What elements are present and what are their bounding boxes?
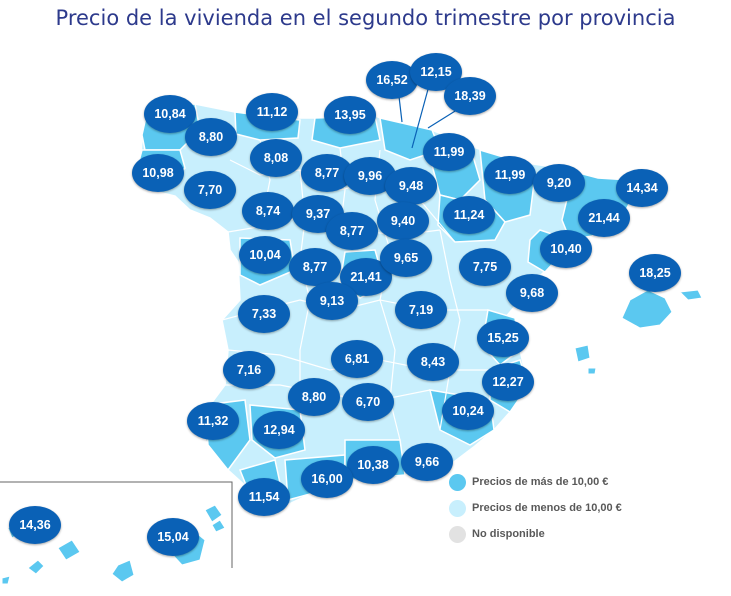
- island-mallorca: [621, 289, 673, 329]
- province-value-badge: 11,54: [238, 478, 290, 516]
- province-value-badge: 18,39: [444, 77, 496, 115]
- province-value-badge: 11,32: [187, 402, 239, 440]
- province-value-badge: 7,33: [238, 295, 290, 333]
- province-value-badge: 8,80: [185, 118, 237, 156]
- province-value-badge: 10,98: [132, 154, 184, 192]
- province-value-badge: 15,04: [147, 518, 199, 556]
- legend-label: Precios de más de 10,00 €: [472, 476, 609, 488]
- province-value-badge: 14,34: [616, 169, 668, 207]
- island-menorca: [678, 289, 703, 301]
- canary-inset-frame: [0, 481, 233, 568]
- province-value-badge: 9,66: [401, 443, 453, 481]
- province-value-badge: 8,77: [289, 248, 341, 286]
- province-value-badge: 15,25: [477, 319, 529, 357]
- island-formentera: [587, 367, 597, 375]
- province-value-badge: 6,81: [331, 340, 383, 378]
- province-value-badge: 11,12: [246, 93, 298, 131]
- province-value-badge: 12,94: [253, 411, 305, 449]
- province-value-badge: 10,38: [347, 446, 399, 484]
- province-value-badge: 8,77: [326, 212, 378, 250]
- legend-item-na: No disponible: [449, 521, 622, 547]
- province-value-badge: 6,70: [342, 383, 394, 421]
- province-value-badge: 12,27: [482, 363, 534, 401]
- province-value-badge: 10,24: [442, 392, 494, 430]
- legend-swatch: [449, 499, 466, 517]
- province-value-badge: 11,24: [443, 196, 495, 234]
- province-value-badge: 9,68: [506, 274, 558, 312]
- province-value-badge: 9,48: [385, 167, 437, 205]
- island-ibiza: [574, 344, 591, 363]
- legend-swatch: [449, 473, 466, 491]
- province-value-badge: 11,99: [484, 156, 536, 194]
- legend: Precios de más de 10,00 € Precios de men…: [449, 469, 622, 547]
- province-value-badge: 8,74: [242, 192, 294, 230]
- province-value-badge: 16,52: [366, 61, 418, 99]
- province-value-badge: 8,08: [250, 139, 302, 177]
- province-value-badge: 21,44: [578, 199, 630, 237]
- province-value-badge: 8,80: [288, 378, 340, 416]
- province-value-badge: 9,40: [377, 202, 429, 240]
- province-value-badge: 10,40: [540, 230, 592, 268]
- province-value-badge: 8,43: [407, 343, 459, 381]
- province-value-badge: 13,95: [324, 96, 376, 134]
- province-value-badge: 10,84: [144, 95, 196, 133]
- province-value-badge: 9,13: [306, 282, 358, 320]
- province-value-badge: 11,99: [423, 133, 475, 171]
- map-title: Precio de la vivienda en el segundo trim…: [55, 6, 676, 30]
- legend-label: No disponible: [472, 528, 545, 540]
- province-value-badge: 7,70: [184, 171, 236, 209]
- province-value-badge: 16,00: [301, 460, 353, 498]
- legend-label: Precios de menos de 10,00 €: [472, 502, 622, 514]
- province-value-badge: 14,36: [9, 506, 61, 544]
- province-value-badge: 12,15: [410, 53, 462, 91]
- legend-swatch: [449, 525, 466, 543]
- province-value-badge: 18,25: [629, 254, 681, 292]
- province-value-badge: 7,16: [223, 351, 275, 389]
- legend-item-above: Precios de más de 10,00 €: [449, 469, 622, 495]
- province-value-badge: 9,20: [533, 164, 585, 202]
- province-value-badge: 9,65: [380, 239, 432, 277]
- province-value-badge: 7,75: [459, 248, 511, 286]
- province-value-badge: 7,19: [395, 291, 447, 329]
- province-value-badge: 10,04: [239, 236, 291, 274]
- legend-item-below: Precios de menos de 10,00 €: [449, 495, 622, 521]
